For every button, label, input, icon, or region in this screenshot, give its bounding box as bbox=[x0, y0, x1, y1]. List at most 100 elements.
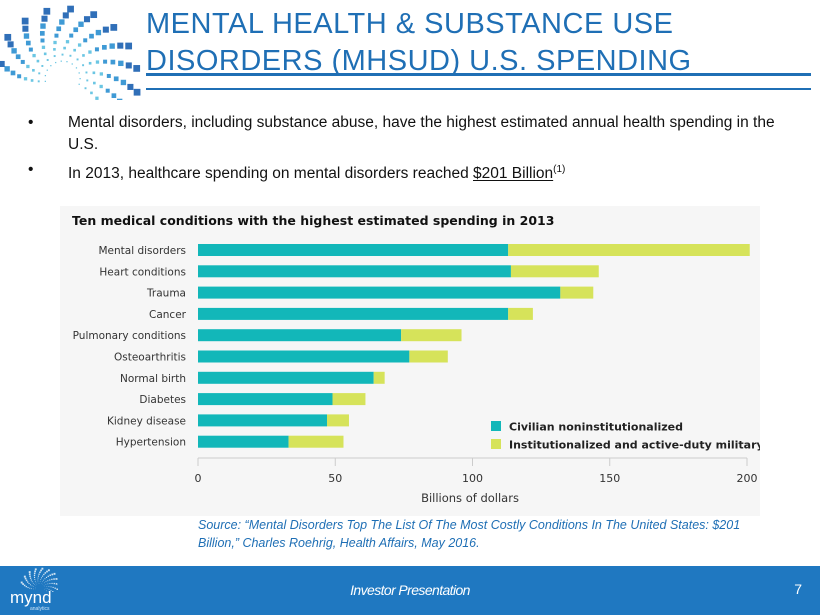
logo-dot bbox=[7, 41, 14, 48]
logo-dot bbox=[54, 587, 56, 589]
logo-dot bbox=[4, 66, 10, 72]
bar-institutional bbox=[560, 286, 594, 299]
logo-dot bbox=[37, 80, 40, 83]
logo-dot bbox=[47, 575, 49, 577]
category-label: Heart conditions bbox=[99, 266, 186, 278]
logo-dot bbox=[4, 33, 12, 41]
logo-dot bbox=[51, 578, 53, 581]
logo-dot bbox=[37, 579, 39, 581]
logo-dot bbox=[44, 74, 47, 77]
logo-dot bbox=[30, 579, 32, 581]
logo-dot bbox=[73, 48, 76, 52]
logo-dot bbox=[75, 67, 78, 69]
logo-dot bbox=[39, 571, 41, 574]
logo-dot bbox=[51, 573, 54, 576]
logo-dot bbox=[46, 570, 48, 573]
logo-dot bbox=[46, 588, 48, 589]
logo-dot bbox=[52, 586, 54, 588]
logo-dot bbox=[17, 74, 22, 79]
logo-dot bbox=[29, 577, 32, 579]
logo-dot bbox=[41, 45, 46, 49]
bar-institutional bbox=[288, 435, 344, 448]
slide-title: MENTAL HEALTH & SUBSTANCE USE DISORDERS … bbox=[146, 6, 806, 80]
bar-civilian bbox=[198, 307, 509, 320]
logo-dot bbox=[47, 583, 49, 585]
logo-dot bbox=[33, 574, 36, 577]
logo-dot bbox=[36, 59, 40, 63]
logo-dot bbox=[37, 575, 40, 577]
bullet-item: • In 2013, healthcare spending on mental… bbox=[28, 159, 798, 185]
logo-dot bbox=[62, 12, 69, 19]
logo-dot bbox=[25, 40, 31, 46]
logo-dot bbox=[29, 587, 31, 589]
logo-dot bbox=[90, 11, 98, 19]
bar-civilian bbox=[198, 350, 410, 363]
logo-dot bbox=[120, 79, 127, 86]
page-number: 7 bbox=[794, 581, 802, 597]
x-tick-label: 150 bbox=[599, 472, 620, 485]
logo-dot bbox=[31, 588, 32, 590]
logo-dot bbox=[33, 576, 36, 579]
bar-institutional bbox=[327, 414, 349, 427]
legend-swatch bbox=[491, 421, 501, 431]
logo-dot bbox=[34, 568, 37, 571]
bullet-text: Mental disorders, including substance ab… bbox=[68, 114, 775, 153]
title-line-2: DISORDERS (MHSUD) U.S. SPENDING bbox=[146, 45, 692, 77]
logo-dot bbox=[59, 19, 65, 25]
chart-title: Ten medical conditions with the highest … bbox=[72, 213, 554, 228]
category-label: Normal birth bbox=[120, 373, 186, 385]
logo-dot bbox=[86, 79, 89, 82]
logo-dot bbox=[110, 59, 116, 65]
logo-dot bbox=[53, 582, 55, 585]
logo-dot bbox=[95, 96, 99, 100]
bullet-text: In 2013, healthcare spending on mental d… bbox=[68, 159, 565, 185]
bullet-dot: • bbox=[28, 161, 34, 178]
logo-dot bbox=[109, 43, 115, 49]
logo-dot bbox=[33, 586, 34, 587]
logo-dot bbox=[83, 38, 88, 43]
logo-dot bbox=[23, 584, 26, 587]
title-rule-bottom bbox=[146, 88, 811, 90]
bar-institutional bbox=[510, 265, 599, 278]
logo-dot bbox=[53, 48, 56, 51]
category-label: Hypertension bbox=[116, 437, 186, 449]
logo-dot bbox=[43, 52, 47, 56]
footnote-ref: (1) bbox=[553, 164, 566, 175]
bar-civilian bbox=[198, 244, 509, 256]
x-axis-label: Billions of dollars bbox=[421, 491, 519, 505]
logo-dot bbox=[27, 581, 29, 583]
logo-dot bbox=[76, 58, 79, 61]
logo-dot bbox=[40, 23, 46, 29]
logo-dot bbox=[21, 17, 29, 25]
logo-dot bbox=[31, 585, 33, 587]
logo-dot bbox=[82, 64, 85, 67]
footer-bar: mynd analytics Investor Presentation 7 bbox=[0, 566, 820, 615]
logo-dot bbox=[52, 590, 54, 592]
logo-dot bbox=[78, 83, 80, 85]
logo-dot bbox=[40, 569, 42, 572]
logo-dot bbox=[133, 65, 141, 72]
presentation-label: Investor Presentation bbox=[350, 582, 470, 598]
logo-dot bbox=[85, 71, 88, 74]
logo-dot bbox=[110, 24, 118, 31]
logo-dot bbox=[117, 42, 124, 49]
logo-dot bbox=[125, 42, 133, 50]
logo-dot bbox=[43, 573, 45, 576]
logo-dot bbox=[48, 586, 50, 587]
source-citation: Source: “Mental Disorders Top The List O… bbox=[198, 518, 741, 550]
logo-dot bbox=[23, 77, 28, 81]
logo-dot bbox=[105, 88, 110, 93]
logo-dot bbox=[24, 577, 27, 580]
logo-dot bbox=[73, 27, 79, 33]
logo-dot bbox=[30, 79, 34, 82]
logo-dot bbox=[29, 584, 31, 586]
logo-dot bbox=[49, 574, 51, 577]
logo-dot bbox=[92, 71, 96, 75]
category-label: Trauma bbox=[146, 288, 186, 300]
logo-dot bbox=[53, 55, 56, 58]
category-label: Pulmonary conditions bbox=[73, 330, 186, 342]
logo-dot bbox=[25, 585, 27, 588]
category-label: Cancer bbox=[149, 309, 187, 321]
bar-civilian bbox=[198, 393, 333, 406]
logo-dot bbox=[22, 25, 29, 32]
